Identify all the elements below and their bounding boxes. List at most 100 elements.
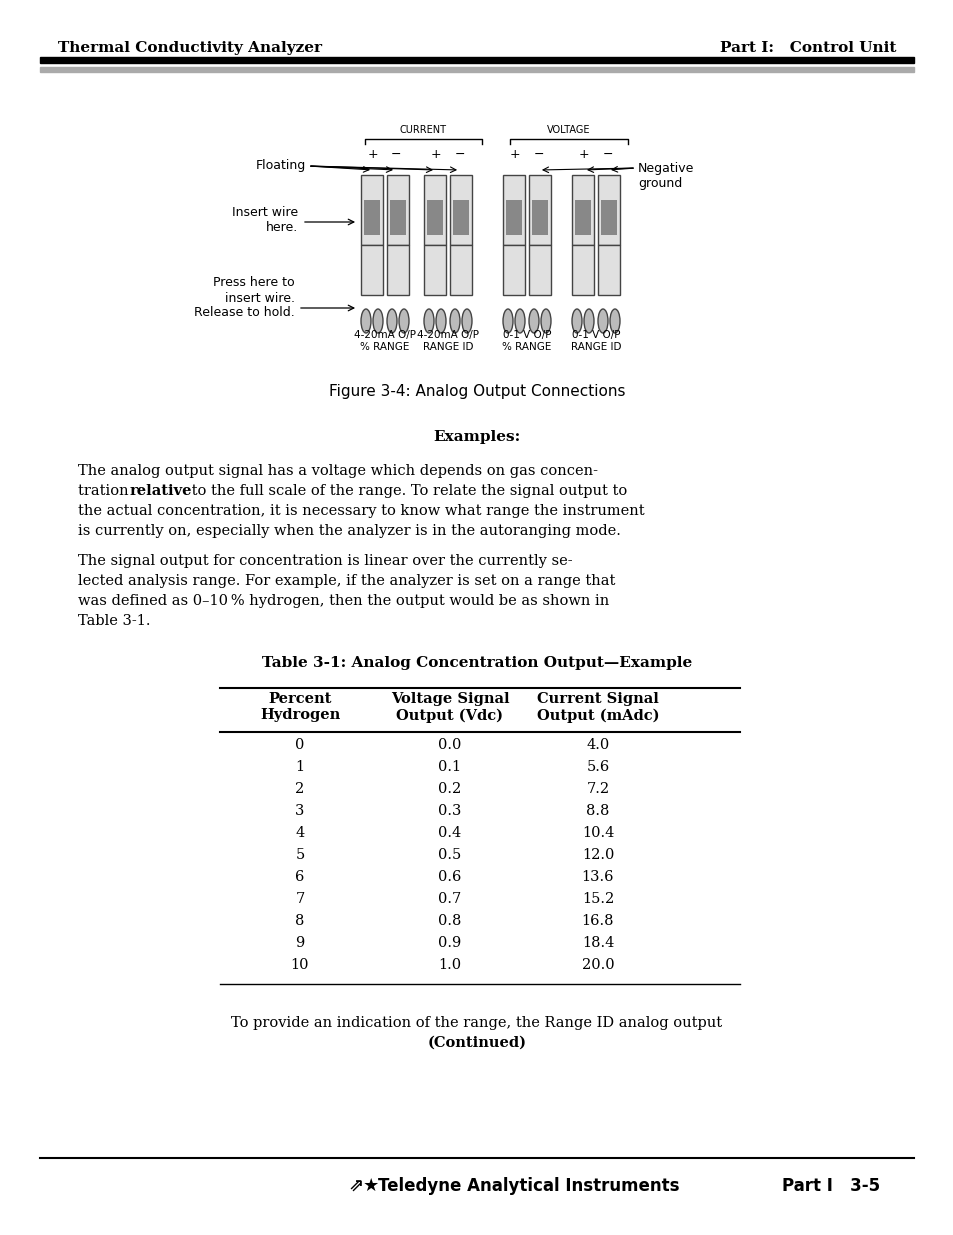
Text: is currently on, especially when the analyzer is in the autoranging mode.: is currently on, especially when the ana…: [78, 524, 620, 538]
Text: 12.0: 12.0: [581, 848, 614, 862]
Text: Part I:   Control Unit: Part I: Control Unit: [719, 41, 895, 56]
Bar: [360, 245, 382, 295]
Text: The analog output signal has a voltage which depends on gas concen-: The analog output signal has a voltage w…: [78, 464, 598, 478]
Text: 1.0: 1.0: [438, 958, 461, 972]
Text: −: −: [455, 147, 465, 161]
Text: Press here to
insert wire.
Release to hold.: Press here to insert wire. Release to ho…: [194, 277, 294, 320]
Text: VOLTAGE: VOLTAGE: [547, 125, 590, 135]
Bar: [387, 245, 409, 295]
Bar: [529, 245, 551, 295]
Bar: [532, 200, 547, 235]
Bar: [505, 200, 521, 235]
Text: 3: 3: [295, 804, 304, 818]
Text: 8: 8: [295, 914, 304, 927]
Text: 16.8: 16.8: [581, 914, 614, 927]
Text: (Continued): (Continued): [427, 1036, 526, 1050]
Text: Current Signal
Output (mAdc): Current Signal Output (mAdc): [537, 692, 659, 722]
Text: Part I   3-5: Part I 3-5: [781, 1177, 879, 1195]
Text: 20.0: 20.0: [581, 958, 614, 972]
Text: Thermal Conductivity Analyzer: Thermal Conductivity Analyzer: [58, 41, 322, 56]
Text: Figure 3-4: Analog Output Connections: Figure 3-4: Analog Output Connections: [329, 384, 624, 399]
Text: 0.7: 0.7: [438, 892, 461, 906]
Bar: [502, 175, 524, 245]
Text: Percent
Hydrogen: Percent Hydrogen: [259, 692, 340, 722]
Ellipse shape: [598, 309, 607, 333]
Bar: [502, 245, 524, 295]
Bar: [572, 245, 594, 295]
Bar: [40, 57, 913, 63]
Text: Voltage Signal
Output (Vdc): Voltage Signal Output (Vdc): [391, 692, 509, 722]
Text: 0.0: 0.0: [437, 739, 461, 752]
Text: 10: 10: [291, 958, 309, 972]
Text: 0.5: 0.5: [438, 848, 461, 862]
Text: 0: 0: [295, 739, 304, 752]
Ellipse shape: [450, 309, 459, 333]
Text: The signal output for concentration is linear over the currently se-: The signal output for concentration is l…: [78, 555, 572, 568]
Ellipse shape: [423, 309, 434, 333]
Ellipse shape: [572, 309, 581, 333]
Text: 0.3: 0.3: [437, 804, 461, 818]
Text: 0.4: 0.4: [438, 826, 461, 840]
Ellipse shape: [609, 309, 619, 333]
Text: the actual concentration, it is necessary to know what range the instrument: the actual concentration, it is necessar…: [78, 504, 644, 517]
Bar: [423, 245, 446, 295]
Ellipse shape: [583, 309, 594, 333]
Ellipse shape: [436, 309, 446, 333]
Bar: [453, 200, 469, 235]
Text: +: +: [367, 147, 378, 161]
Bar: [598, 245, 619, 295]
Bar: [360, 175, 382, 245]
Bar: [40, 67, 913, 72]
Text: +: +: [509, 147, 519, 161]
Text: 4.0: 4.0: [586, 739, 609, 752]
Ellipse shape: [515, 309, 524, 333]
Ellipse shape: [540, 309, 551, 333]
Text: 15.2: 15.2: [581, 892, 614, 906]
Text: 4: 4: [295, 826, 304, 840]
Text: Teledyne Analytical Instruments: Teledyne Analytical Instruments: [377, 1177, 679, 1195]
Text: was defined as 0–10 % hydrogen, then the output would be as shown in: was defined as 0–10 % hydrogen, then the…: [78, 594, 609, 608]
Text: 5: 5: [295, 848, 304, 862]
Text: 0.2: 0.2: [438, 782, 461, 797]
Text: Insert wire
here.: Insert wire here.: [232, 206, 297, 233]
Text: 8.8: 8.8: [586, 804, 609, 818]
Bar: [390, 200, 406, 235]
Text: 9: 9: [295, 936, 304, 950]
Ellipse shape: [373, 309, 382, 333]
Text: tration: tration: [78, 484, 133, 498]
Text: −: −: [602, 147, 613, 161]
Bar: [600, 200, 617, 235]
Text: 1: 1: [295, 760, 304, 774]
Text: 10.4: 10.4: [581, 826, 614, 840]
Text: Table 3-1: Analog Concentration Output—Example: Table 3-1: Analog Concentration Output—E…: [262, 656, 691, 671]
Text: 0.6: 0.6: [437, 869, 461, 884]
Text: to the full scale of the range. To relate the signal output to: to the full scale of the range. To relat…: [187, 484, 626, 498]
Ellipse shape: [529, 309, 538, 333]
Text: Floating: Floating: [255, 158, 306, 172]
Bar: [427, 200, 442, 235]
Text: lected analysis range. For example, if the analyzer is set on a range that: lected analysis range. For example, if t…: [78, 574, 615, 588]
Text: 0.1: 0.1: [438, 760, 461, 774]
Ellipse shape: [360, 309, 371, 333]
Text: ⇗★: ⇗★: [348, 1177, 379, 1195]
Bar: [450, 245, 472, 295]
Text: 0-1 V O/P
% RANGE: 0-1 V O/P % RANGE: [502, 330, 551, 352]
Text: 0.9: 0.9: [438, 936, 461, 950]
Text: +: +: [430, 147, 441, 161]
Text: Examples:: Examples:: [433, 430, 520, 445]
Ellipse shape: [387, 309, 396, 333]
Text: 13.6: 13.6: [581, 869, 614, 884]
Text: Table 3-1.: Table 3-1.: [78, 614, 151, 629]
Text: 7: 7: [295, 892, 304, 906]
Ellipse shape: [398, 309, 409, 333]
Text: CURRENT: CURRENT: [399, 125, 446, 135]
Bar: [575, 200, 590, 235]
Text: 0-1 V O/P
RANGE ID: 0-1 V O/P RANGE ID: [570, 330, 620, 352]
Bar: [423, 175, 446, 245]
Ellipse shape: [502, 309, 513, 333]
Bar: [572, 175, 594, 245]
Text: relative: relative: [130, 484, 193, 498]
Text: To provide an indication of the range, the Range ID analog output: To provide an indication of the range, t…: [232, 1016, 721, 1030]
Text: −: −: [391, 147, 401, 161]
Ellipse shape: [461, 309, 472, 333]
